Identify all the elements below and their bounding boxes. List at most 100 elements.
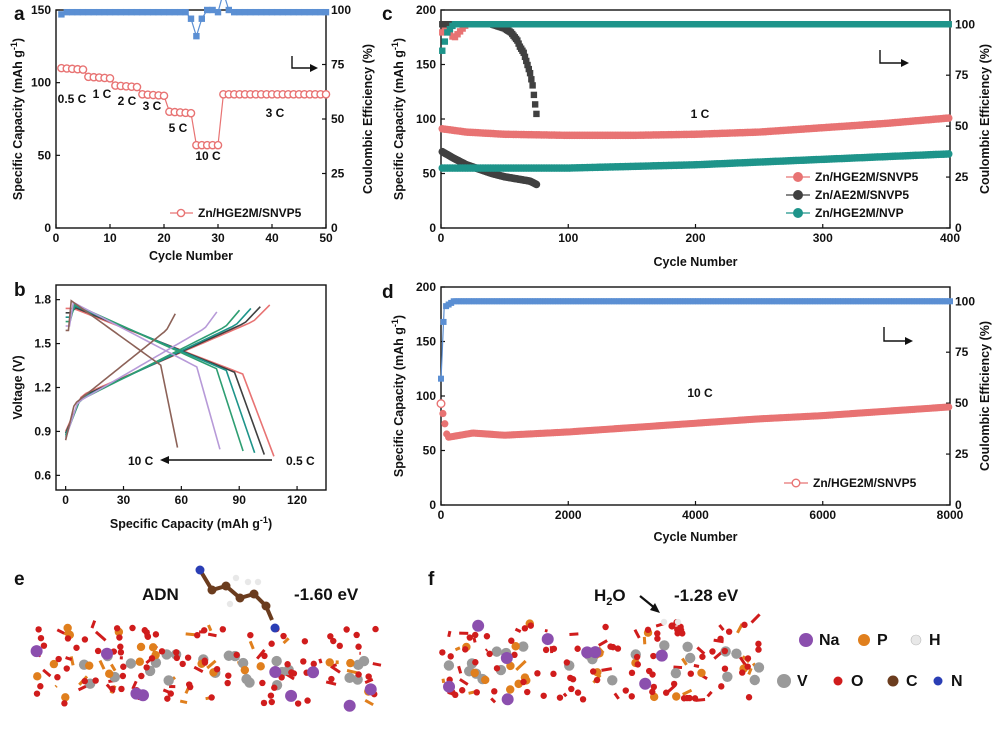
e-o-atom xyxy=(33,690,41,697)
a-ce-point xyxy=(155,8,162,16)
legend-na-label: Na xyxy=(819,632,840,649)
e-o-atom xyxy=(353,631,360,639)
f-o-atom xyxy=(644,626,652,634)
c-ytick-label: 0 xyxy=(429,221,436,235)
a-rate-label: 10 C xyxy=(195,149,221,163)
e-o-atom xyxy=(119,672,127,680)
e-o-atom xyxy=(194,632,201,639)
panel-e-label: e xyxy=(14,569,25,590)
f-o-atom xyxy=(622,687,629,694)
f-v-atom xyxy=(659,640,670,651)
e-bond xyxy=(179,699,188,705)
a-ce-point xyxy=(317,8,324,16)
e-carbon-atom xyxy=(207,585,217,595)
f-p-atom xyxy=(697,668,706,678)
f-bond xyxy=(569,632,579,636)
f-na-atom xyxy=(541,633,554,646)
e-p-atom xyxy=(148,643,158,652)
panel-d-label: d xyxy=(382,282,394,303)
e-p-atom xyxy=(256,662,265,671)
e-o-atom xyxy=(268,698,275,706)
e-o-atom xyxy=(81,636,89,643)
a-ylabel-main: Specific Capacity (mAh g xyxy=(11,50,25,200)
a-ce-point xyxy=(306,8,313,16)
c-xlabel: Cycle Number xyxy=(653,255,737,269)
f-na-atom xyxy=(500,651,513,664)
e-o-atom xyxy=(138,672,145,680)
a-ce-point xyxy=(290,8,297,16)
e-bond xyxy=(63,630,68,636)
e-o-atom xyxy=(144,632,151,640)
a-ce-point xyxy=(96,8,103,16)
d-annotation: 10 C xyxy=(687,386,713,400)
e-p-atom xyxy=(136,642,146,652)
f-o-atom xyxy=(472,631,479,639)
c-ce-point xyxy=(531,101,539,108)
f-na-atom xyxy=(589,646,602,659)
e-o-atom xyxy=(185,681,193,688)
a-ce-point xyxy=(252,8,259,16)
f-bond xyxy=(718,624,725,632)
c-ce-point xyxy=(446,25,454,33)
a-ce-point xyxy=(150,8,157,16)
e-o-atom xyxy=(148,655,156,662)
d-xtick-label: 8000 xyxy=(937,508,964,522)
e-carbon-atom xyxy=(235,593,245,603)
e-o-atom xyxy=(55,655,62,663)
e-o-atom xyxy=(118,685,125,693)
c-legend-text: Zn/HGE2M/SNVP5 xyxy=(815,170,919,184)
f-bond xyxy=(747,667,753,675)
e-o-atom xyxy=(164,695,171,702)
c-y2-ytick-label: 0 xyxy=(955,221,962,235)
e-bond xyxy=(110,663,117,672)
legend-v-swatch xyxy=(777,674,791,688)
d-y2-ytick-label: 25 xyxy=(955,447,969,461)
e-bond xyxy=(98,659,106,670)
e-o-atom xyxy=(54,673,61,681)
a-ce-point xyxy=(112,8,119,16)
b-charge-curve xyxy=(64,309,241,437)
a-xtick-label: 10 xyxy=(103,231,117,245)
d-xtick-label: 0 xyxy=(438,508,445,522)
f-o-atom xyxy=(569,676,577,683)
f-bond xyxy=(633,629,641,639)
e-p-atom xyxy=(240,665,250,675)
f-o-atom xyxy=(542,646,550,654)
e-na-atom xyxy=(130,687,143,700)
f-molecule-main: H xyxy=(594,586,606,605)
f-o-atom xyxy=(459,687,466,694)
a-ce-point xyxy=(139,8,146,16)
f-bond xyxy=(681,657,688,666)
a-capacity-point xyxy=(78,65,88,74)
d-xtick-label: 2000 xyxy=(555,508,582,522)
a-ce-point xyxy=(274,8,281,16)
c-ytick-label: 200 xyxy=(416,3,436,17)
legend-n-label: N xyxy=(951,673,963,690)
e-na-atom xyxy=(364,683,377,696)
c-ce-point xyxy=(439,47,446,54)
f-o-atom xyxy=(614,645,622,652)
legend-p-swatch xyxy=(858,634,870,646)
a-ce-point xyxy=(74,8,81,16)
a-arrow-head xyxy=(310,64,318,72)
f-o-atom xyxy=(540,692,547,699)
c-xtick-label: 100 xyxy=(558,231,578,245)
e-bond xyxy=(346,669,359,675)
f-bond xyxy=(601,667,613,672)
d-y2label: Coulombic Efficiency (%) xyxy=(978,321,992,471)
a-ce-point xyxy=(160,8,168,16)
e-p-atom xyxy=(135,657,144,666)
e-bond xyxy=(65,656,73,662)
c-ce-point xyxy=(523,57,530,65)
e-o-atom xyxy=(117,649,125,656)
e-bond xyxy=(207,624,213,632)
e-bond xyxy=(256,648,266,660)
e-o-atom xyxy=(278,674,285,681)
f-v-atom xyxy=(670,667,682,679)
e-o-atom xyxy=(167,690,174,697)
c-ce-point xyxy=(521,53,529,61)
a-rate-label: 2 C xyxy=(118,94,137,108)
c-ce-point xyxy=(520,49,527,56)
c-legend-marker xyxy=(793,190,803,200)
d-y2-ytick-label: 75 xyxy=(955,345,969,359)
